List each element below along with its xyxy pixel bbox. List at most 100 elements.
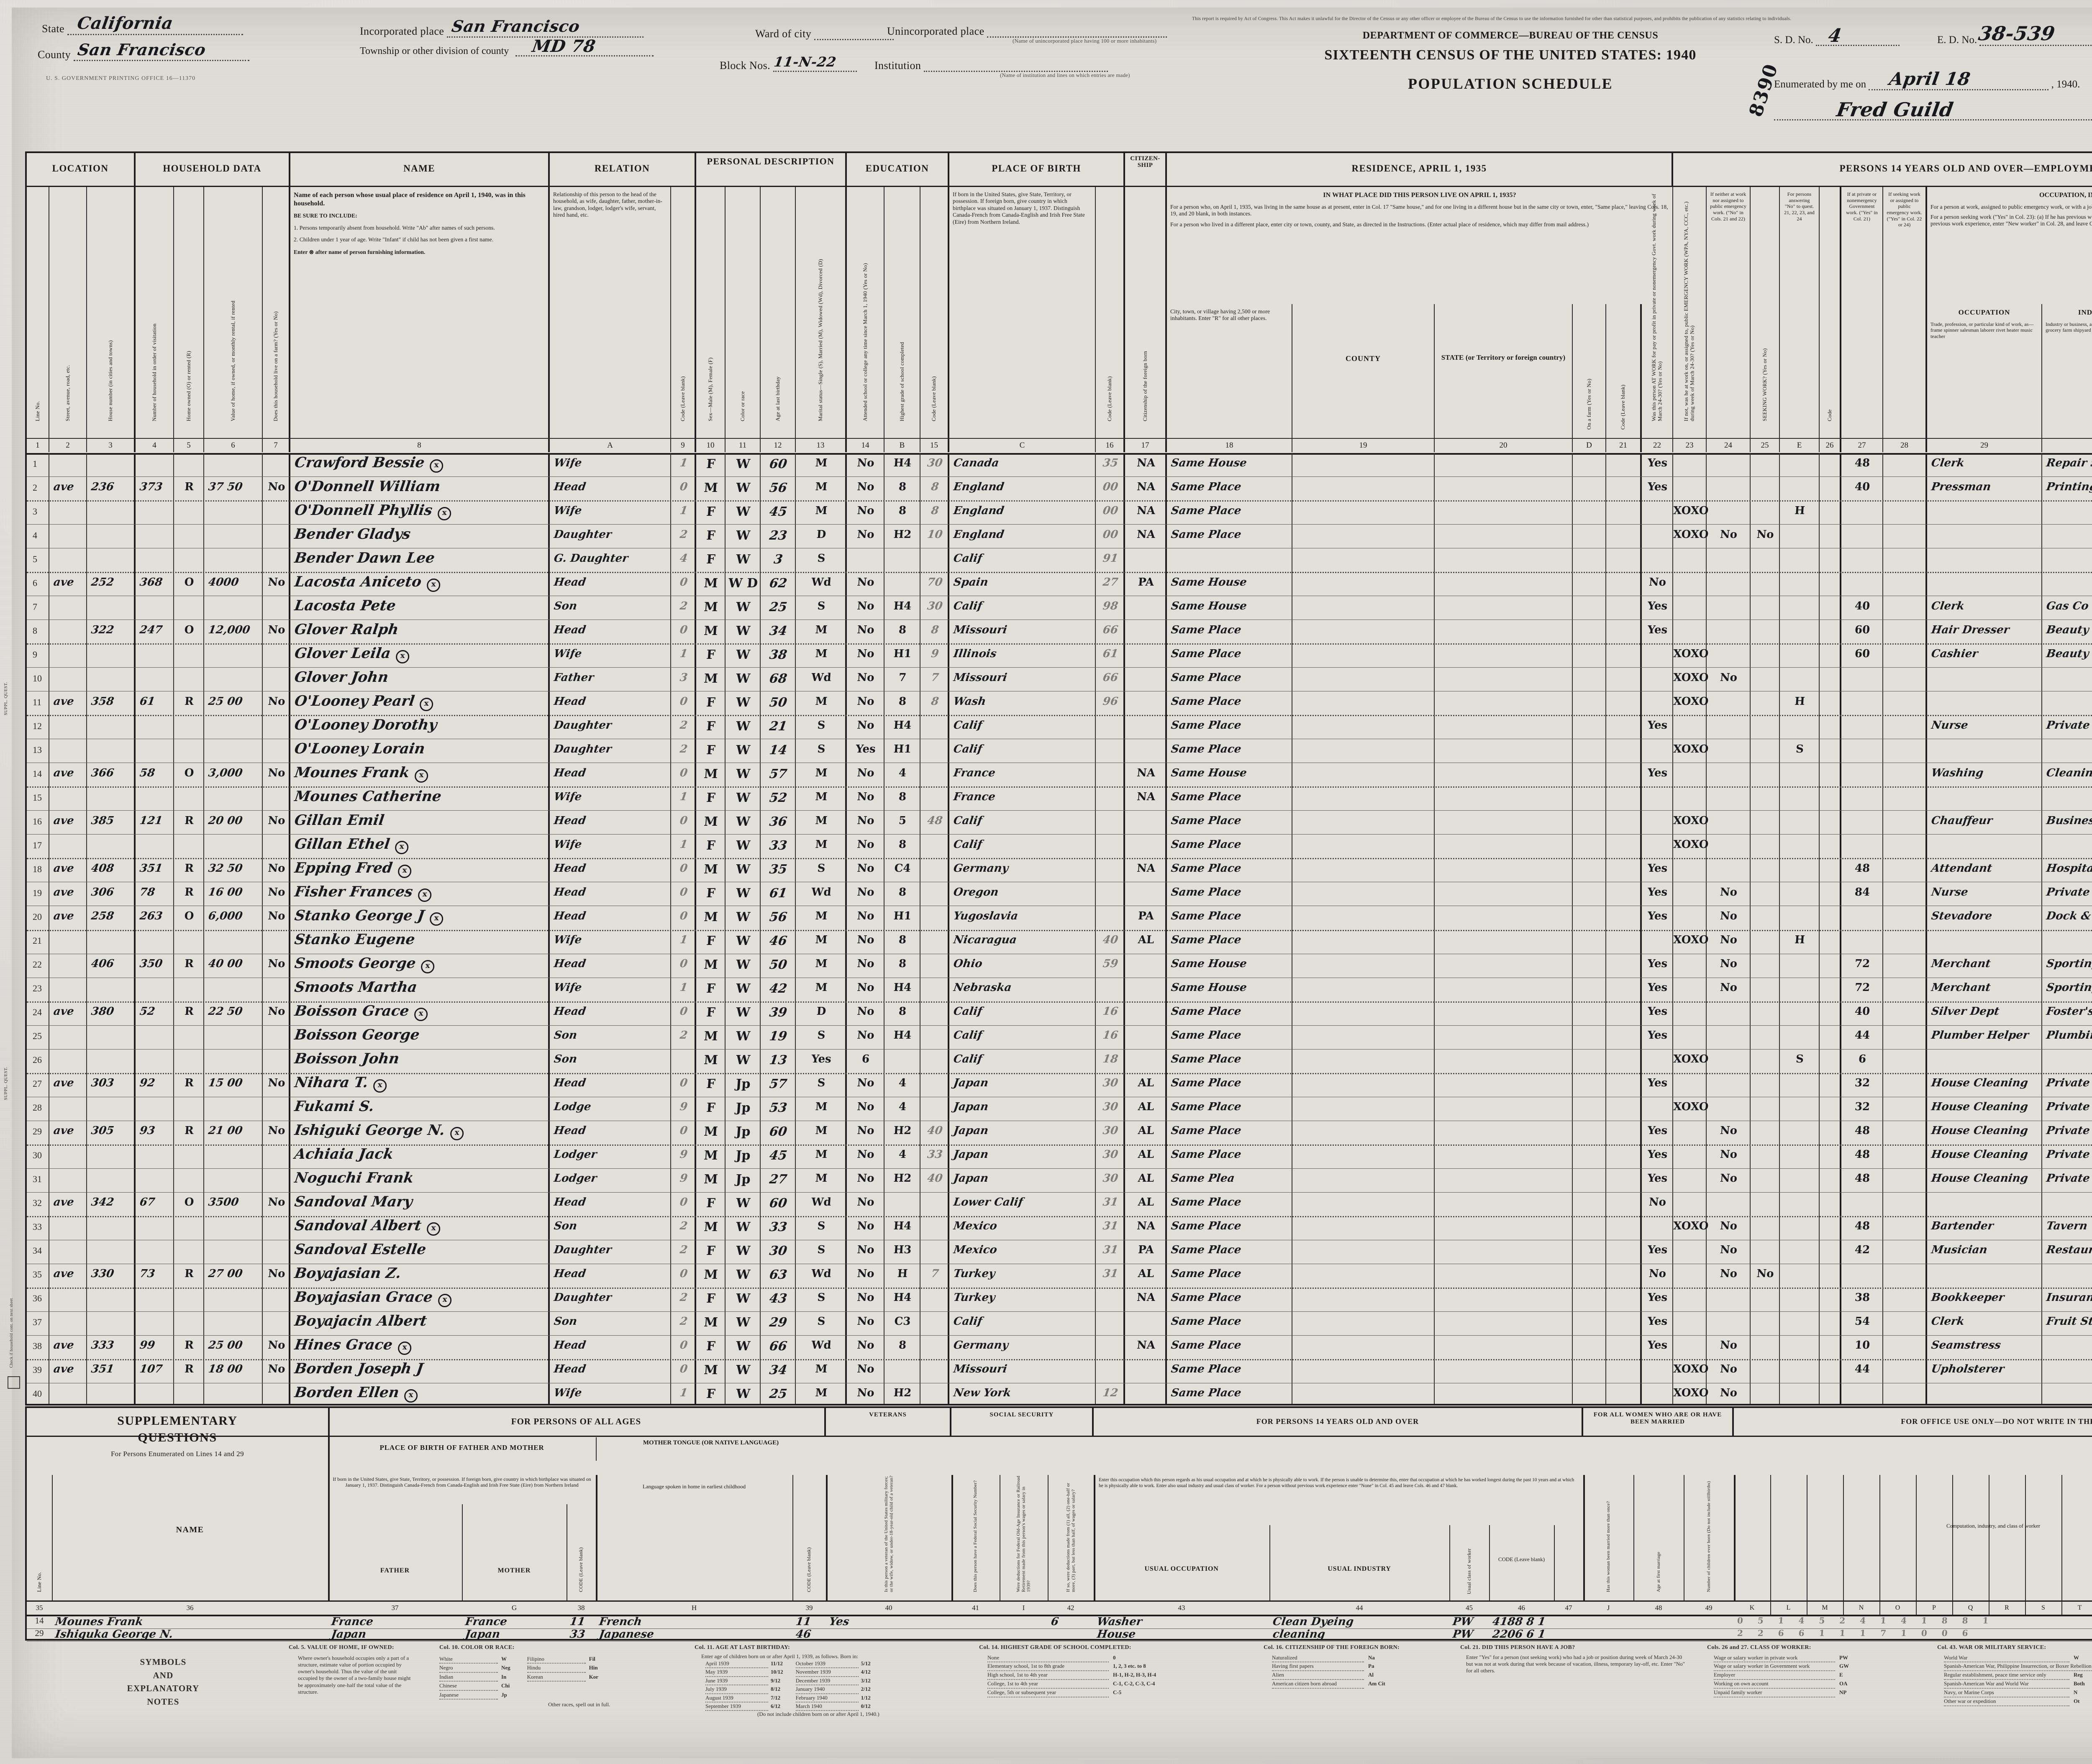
cell-res_city: Same Place	[1170, 1029, 1242, 1042]
cell-pob: Calif	[952, 1315, 983, 1328]
row-divider	[27, 1287, 2092, 1289]
supp-header-line-no: Line No.	[27, 1475, 53, 1600]
incorporated-place-value: San Francisco	[450, 17, 582, 36]
cell-school: No	[856, 838, 875, 851]
column-rule	[725, 453, 726, 1404]
cell-grade: C3	[894, 1315, 911, 1328]
cell-marital: S	[817, 1244, 826, 1257]
cell-relation: Wife	[553, 1387, 583, 1400]
header-c27-text: If seeking work or assigned to public em…	[1887, 191, 1922, 228]
line-number: 15	[33, 792, 42, 803]
row-divider	[27, 1192, 2092, 1193]
column-rule	[1750, 453, 1751, 1404]
cell-citizen: AL	[1137, 1267, 1155, 1280]
footer-legend-row: Navy, or Marine Corps N	[1944, 1689, 2092, 1697]
supp-office-letter-N: N	[1859, 1604, 1864, 1611]
cell-marital: S	[817, 1220, 826, 1233]
supp-header-usual-occ-text: USUAL OCCUPATION	[1144, 1565, 1219, 1572]
supp-column-number: 37	[391, 1604, 399, 1612]
cell-citizen: PA	[1138, 909, 1154, 922]
cell-grade: 4	[898, 766, 907, 779]
cell-hh: 351	[138, 862, 164, 875]
cell-school: No	[856, 814, 875, 827]
supp-office-letter-R: R	[2005, 1604, 2009, 1611]
footer-legend-code: Reg	[2074, 1672, 2083, 1678]
cell-codeC: 98	[1102, 599, 1119, 612]
cell-name: Epping Fred x	[293, 860, 550, 878]
cell-marital: M	[815, 790, 828, 803]
footer-age-month: March 1940	[795, 1703, 859, 1711]
header-name-main: Name of each person whose usual place of…	[294, 192, 526, 207]
cell-name: Boyajacin Albert	[293, 1313, 428, 1330]
column-rule	[262, 453, 263, 1404]
cell-relation: Daughter	[553, 528, 613, 541]
footer-legend-label: Working on own account	[1714, 1680, 1835, 1689]
household-continued-checkbox[interactable]	[8, 1376, 20, 1389]
supp-cell-code1: 33	[569, 1628, 586, 1641]
cell-street: ave	[52, 1005, 75, 1018]
column-rule	[134, 453, 136, 1404]
cell-grade: H4	[893, 456, 912, 469]
cell-citizen: NA	[1136, 1220, 1156, 1233]
cell-race: W	[735, 766, 751, 781]
supp-column-number: 41	[972, 1604, 979, 1612]
cell-race: Jp	[735, 1172, 751, 1187]
footer-age-value: 3/12	[861, 1677, 871, 1684]
header-attended-school: Attended school or college any time sinc…	[847, 187, 884, 438]
cell-sex: M	[703, 576, 718, 591]
cell-hh: 121	[138, 814, 164, 827]
cell-res_city: Same Place	[1170, 1101, 1242, 1114]
column-number-B: B	[884, 439, 920, 452]
cell-c23: No	[1719, 1387, 1738, 1400]
column-number-1: 1	[27, 439, 49, 452]
cell-c21: Yes	[1647, 1124, 1668, 1137]
cell-farm: No	[267, 958, 286, 970]
cell-sex: M	[703, 671, 718, 686]
footer-legend-code: C-1, C-2, C-3, C-4	[1113, 1680, 1155, 1687]
group-residence-1935: RESIDENCE, APRIL 1, 1935	[1167, 153, 1673, 186]
column-rule	[1640, 453, 1642, 1404]
cell-pob: Germany	[952, 1339, 1009, 1352]
cell-age: 63	[768, 1267, 788, 1283]
column-rule	[1672, 453, 1673, 1404]
cell-industry: Private Homes	[2045, 1172, 2092, 1185]
row-divider	[27, 1073, 2092, 1074]
cell-c26: 32	[1854, 1077, 1871, 1090]
header-industry-examples: Industry or business, as— cotton mill re…	[2046, 321, 2092, 333]
footer-legend-label: Regular establishment, peace time servic…	[1944, 1671, 2069, 1680]
footer-age-value: 1/12	[861, 1694, 871, 1701]
cell-own: R	[184, 1267, 194, 1280]
cell-c21: No	[1648, 576, 1667, 589]
enumerator-name: Fred Guild	[1835, 98, 1955, 121]
cell-c22: XOXO	[1672, 528, 1709, 541]
footer-col21-title: Col. 21. DID THIS PERSON HAVE A JOB?	[1460, 1644, 1575, 1651]
header-place-of-birth-text: If born in the United States, give State…	[953, 191, 1085, 225]
footer-legend-code: Al	[1368, 1672, 1374, 1678]
header-c21-text: Was this person AT WORK for pay or profi…	[1650, 194, 1663, 421]
line-number: 26	[33, 1055, 42, 1065]
incorporated-place-field: Incorporated place San Francisco	[360, 17, 644, 38]
group-relation: RELATION	[550, 153, 696, 186]
supp-column-number: 35	[36, 1604, 43, 1612]
cell-industry: Dock & Ships	[2045, 909, 2092, 922]
cell-grade: 7	[898, 671, 907, 684]
footer-age-month: July 1939	[705, 1685, 768, 1694]
cell-pob: Calif	[952, 1005, 983, 1018]
cell-codeA: 0	[679, 1363, 689, 1376]
cell-marital: M	[815, 958, 828, 970]
cell-age: 43	[768, 1291, 788, 1306]
cell-school: No	[856, 862, 875, 875]
footer-symbols-title-2: AND	[153, 1670, 174, 1680]
supp-column-number: 45	[1466, 1604, 1473, 1612]
cell-occupation: Seamstress	[1930, 1339, 2002, 1352]
cell-pob: Canada	[952, 456, 1000, 469]
line-number: 21	[33, 935, 42, 946]
cell-sex: F	[706, 647, 716, 662]
cell-name: Mounes Catherine	[293, 788, 443, 805]
row-divider	[27, 715, 2092, 717]
cell-house: 358	[90, 695, 115, 708]
cell-relation: Head	[553, 1267, 587, 1280]
cell-grade: 8	[898, 1339, 907, 1352]
cell-res_city: Same Place	[1170, 1220, 1242, 1233]
header-occ-main: OCCUPATION, INDUSTRY, AND CLASS OF WORKE…	[2039, 192, 2092, 199]
